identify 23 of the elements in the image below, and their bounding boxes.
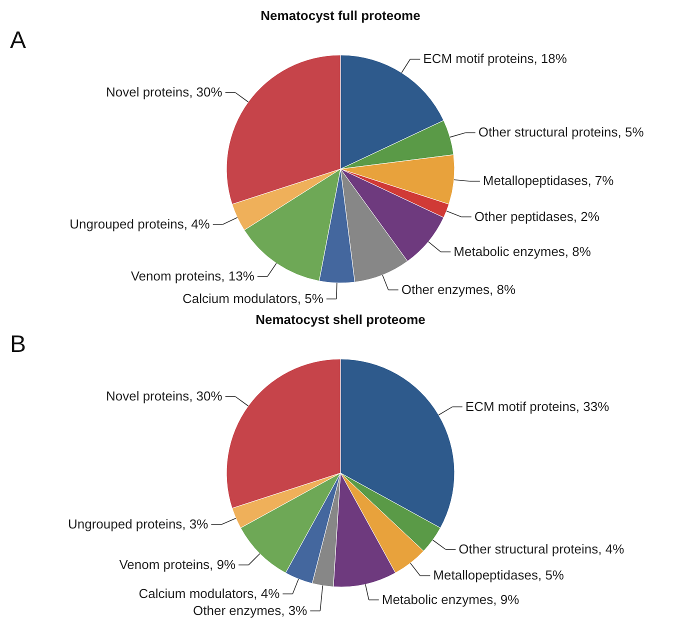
slice-label: Other enzymes, 8% xyxy=(401,282,516,297)
slice-label: Calcium modulators, 5% xyxy=(182,290,324,306)
slice-label: Other structural proteins, 5% xyxy=(478,124,644,140)
slice-label: Ungrouped proteins, 4% xyxy=(70,216,210,232)
slice-label: Novel proteins, 30% xyxy=(106,388,223,404)
slice-label: Other peptidases, 2% xyxy=(474,208,600,224)
slice-label: Metabolic enzymes, 8% xyxy=(454,244,592,259)
slice-label: Metabolic enzymes, 9% xyxy=(382,592,520,607)
chart-title: Nematocyst shell proteome xyxy=(256,312,426,327)
slice-label: Novel proteins, 30% xyxy=(106,84,223,100)
slice-label: Other structural proteins, 4% xyxy=(458,541,625,556)
slice-label: Metallopeptidases, 7% xyxy=(482,173,614,188)
text: A xyxy=(10,27,26,54)
slice-label: Metallopeptidases, 5% xyxy=(433,568,564,583)
text: B xyxy=(10,331,26,358)
slice-label: Other enzymes, 3% xyxy=(193,602,308,618)
slice-label: ECM motif proteins, 18% xyxy=(423,51,568,66)
chart-title: Nematocyst full proteome xyxy=(260,8,420,23)
slice-label: ECM motif proteins, 33% xyxy=(465,398,610,414)
slice-label: Calcium modulators, 4% xyxy=(138,586,280,601)
slice-label: Venom proteins, 9% xyxy=(119,556,236,572)
slice-label: Ungrouped proteins, 3% xyxy=(68,516,209,532)
slice-label: Venom proteins, 13% xyxy=(130,268,255,284)
